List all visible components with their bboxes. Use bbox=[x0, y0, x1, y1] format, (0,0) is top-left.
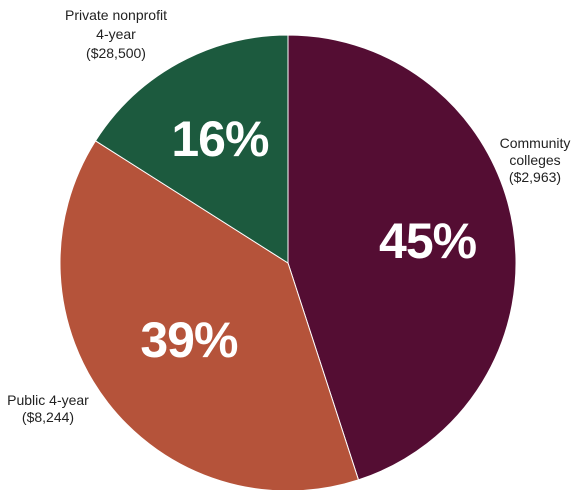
pie-slice-community-colleges bbox=[287, 34, 517, 481]
percent-label-public-4-year: 39% bbox=[140, 312, 238, 368]
category-label-line: ($8,244) bbox=[22, 409, 74, 425]
pie-slice-private-nonprofit-4-year bbox=[94, 34, 289, 264]
category-label-line: Public 4-year bbox=[7, 392, 89, 408]
category-label-line: Community bbox=[500, 135, 571, 151]
percent-label-community-colleges: 45% bbox=[379, 213, 477, 269]
category-labels: Community colleges ($2,963)Public 4-year ($… bbox=[7, 7, 570, 425]
category-label-private-nonprofit-4-year: Private nonprofit 4-year ($28,500) bbox=[65, 7, 167, 61]
category-label-line: 4-year bbox=[96, 26, 136, 42]
pie-slices bbox=[59, 34, 517, 490]
percent-labels: 45% 39% 16% bbox=[140, 111, 477, 368]
pie-slice-public-4-year bbox=[59, 140, 360, 490]
category-label-line: ($2,963) bbox=[509, 169, 561, 185]
percent-label-private-nonprofit-4-year: 16% bbox=[171, 111, 269, 167]
category-label-line: colleges bbox=[509, 152, 560, 168]
category-label-line: Private nonprofit bbox=[65, 7, 167, 23]
category-label-line: ($28,500) bbox=[86, 45, 146, 61]
category-label-public-4-year: Public 4-year ($8,244) bbox=[7, 392, 89, 425]
category-label-community-colleges: Community colleges ($2,963) bbox=[500, 135, 571, 185]
